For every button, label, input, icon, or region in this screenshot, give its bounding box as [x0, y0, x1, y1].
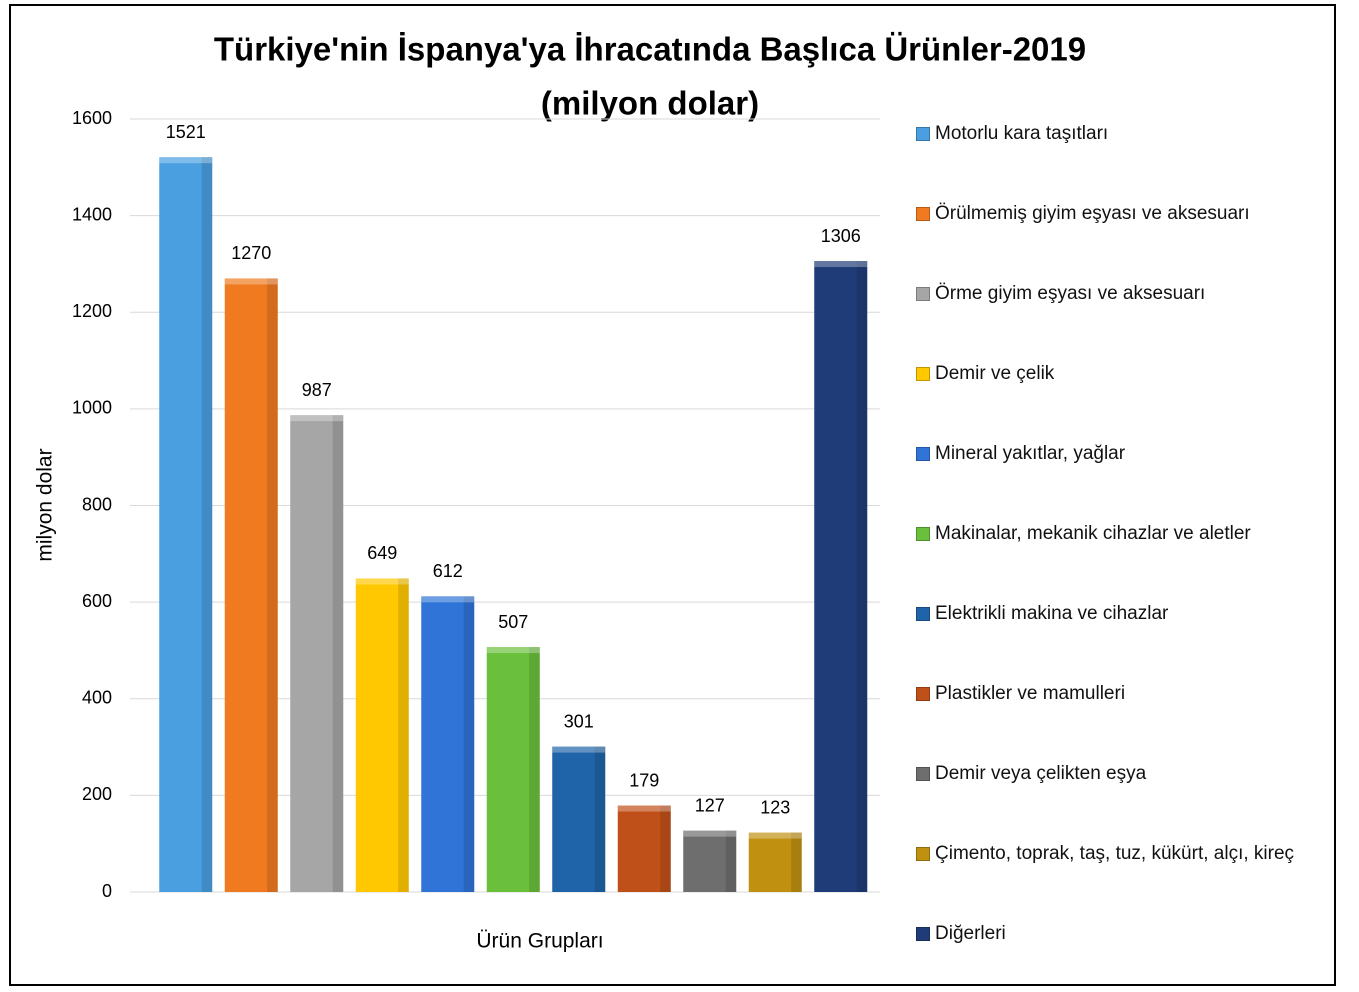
x-axis-label: Ürün Grupları: [476, 930, 603, 953]
legend-swatch: [916, 847, 930, 861]
legend-swatch: [916, 367, 930, 381]
bar: [617, 805, 671, 892]
data-label: 1306: [821, 226, 861, 246]
legend-item: Mineral yakıtlar, yağlar: [916, 438, 1336, 470]
bar-shade: [529, 647, 540, 892]
bar: [683, 830, 737, 892]
chart-subtitle: (milyon dolar): [541, 85, 759, 122]
bar: [748, 832, 802, 892]
y-axis-label: milyon dolar: [34, 448, 57, 561]
legend-label: Diğerleri: [935, 923, 1006, 944]
legend-swatch: [916, 687, 930, 701]
legend-item: Demir ve çelik: [916, 358, 1336, 390]
bar-top: [617, 805, 671, 812]
y-tick-label: 800: [82, 494, 112, 514]
bar-shade: [856, 261, 868, 892]
legend-item: Örme giyim eşyası ve aksesuarı: [916, 278, 1336, 310]
y-tick-label: 1200: [72, 301, 112, 321]
data-label: 987: [302, 380, 332, 400]
legend-label: Çimento, toprak, taş, tuz, kükürt, alçı,…: [935, 843, 1295, 864]
legend-label: Elektrikli makina ve cihazlar: [935, 603, 1169, 624]
data-label: 507: [498, 612, 528, 632]
legend-label: Motorlu kara taşıtları: [935, 123, 1109, 144]
legend-item: Motorlu kara taşıtları: [916, 118, 1336, 150]
legend-label: Örme giyim eşyası ve aksesuarı: [935, 283, 1206, 304]
legend-swatch: [916, 287, 930, 301]
data-label: 612: [433, 561, 463, 581]
bar: [814, 261, 868, 892]
legend-item: Plastikler ve mamulleri: [916, 678, 1336, 710]
data-label: 127: [695, 795, 725, 815]
bar: [486, 647, 540, 892]
y-tick-label: 1000: [72, 398, 112, 418]
y-tick-label: 400: [82, 688, 112, 708]
bar-top: [159, 157, 213, 164]
data-label: 1270: [231, 243, 271, 263]
legend-label: Demir veya çelikten eşya: [935, 763, 1147, 784]
data-label: 1521: [166, 122, 206, 142]
legend-item: Elektrikli makina ve cihazlar: [916, 598, 1336, 630]
legend-label: Plastikler ve mamulleri: [935, 683, 1126, 704]
legend-item: Makinalar, mekanik cihazlar ve aletler: [916, 518, 1336, 550]
bar-shade: [791, 832, 802, 892]
data-label: 179: [629, 770, 659, 790]
bar-shade: [660, 805, 671, 892]
bar-shade: [463, 596, 475, 892]
bar: [159, 157, 213, 892]
bar-shade: [398, 578, 409, 892]
legend-item: Diğerleri: [916, 918, 1336, 950]
bar-shade: [332, 415, 344, 892]
legend-swatch: [916, 607, 930, 621]
bar-shade: [594, 746, 606, 892]
bar: [355, 578, 409, 892]
bar: [421, 596, 475, 892]
legend-item: Örülmemiş giyim eşyası ve aksesuarı: [916, 198, 1336, 230]
y-tick-label: 600: [82, 591, 112, 611]
bar: [290, 415, 344, 892]
bar-top: [683, 830, 737, 837]
bar-shade: [267, 278, 278, 892]
legend-swatch: [916, 767, 930, 781]
legend-swatch: [916, 447, 930, 461]
bar-top: [552, 746, 606, 753]
data-label: 123: [760, 797, 790, 817]
bar-top: [224, 278, 278, 285]
legend-swatch: [916, 927, 930, 941]
data-label: 649: [367, 543, 397, 563]
bar-top: [421, 596, 475, 603]
legend-label: Demir ve çelik: [935, 363, 1055, 384]
bar-top: [486, 647, 540, 654]
legend-swatch: [916, 207, 930, 221]
legend-label: Makinalar, mekanik cihazlar ve aletler: [935, 523, 1251, 544]
legend-swatch: [916, 527, 930, 541]
bar-top: [290, 415, 344, 422]
legend-swatch: [916, 127, 930, 141]
chart-title: Türkiye'nin İspanya'ya İhracatında Başlı…: [214, 31, 1086, 68]
legend-label: Mineral yakıtlar, yağlar: [935, 443, 1126, 464]
bar-top: [748, 832, 802, 839]
y-tick-label: 200: [82, 784, 112, 804]
bar: [552, 746, 606, 892]
y-tick-label: 1600: [72, 108, 112, 128]
y-tick-label: 1400: [72, 204, 112, 224]
bar-top: [814, 261, 868, 268]
y-tick-label: 0: [102, 881, 112, 901]
bar-shade: [201, 157, 213, 892]
bar: [224, 278, 278, 892]
data-label: 301: [564, 711, 594, 731]
bar-shade: [725, 830, 737, 892]
legend-item: Çimento, toprak, taş, tuz, kükürt, alçı,…: [916, 838, 1336, 870]
legend-item: Demir veya çelikten eşya: [916, 758, 1336, 790]
legend-label: Örülmemiş giyim eşyası ve aksesuarı: [935, 203, 1250, 224]
bar-top: [355, 578, 409, 585]
